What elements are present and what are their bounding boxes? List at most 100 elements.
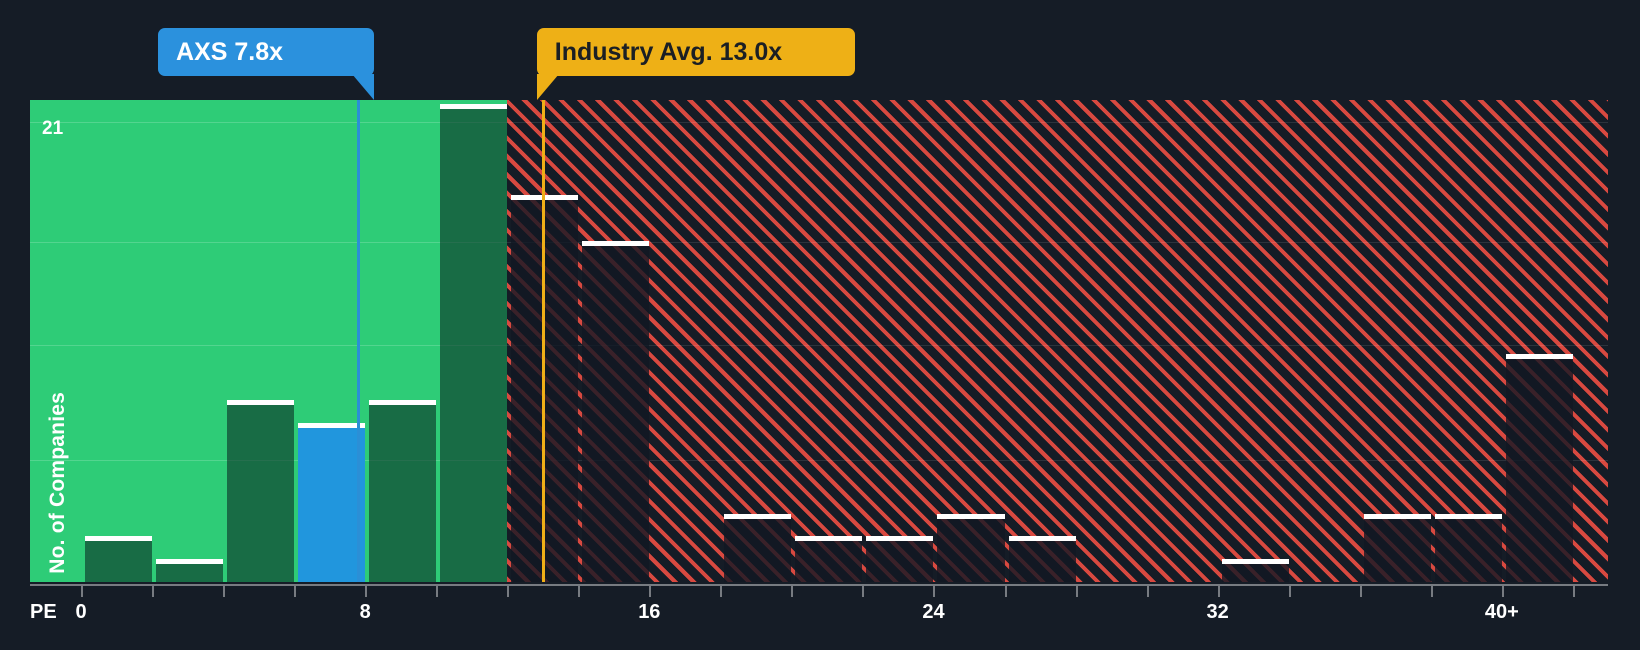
histogram-bar[interactable]: [156, 559, 224, 582]
gridline: [507, 460, 1608, 461]
gridline: [507, 345, 1608, 346]
bar-cap: [85, 536, 153, 541]
bar-cap: [582, 241, 650, 246]
x-axis-tick: [1288, 586, 1291, 597]
x-axis-tick: [720, 586, 723, 597]
gridline: [30, 122, 508, 123]
x-axis-tick: [649, 586, 652, 597]
bar-cap: [866, 536, 934, 541]
histogram-bar[interactable]: [866, 536, 934, 582]
bar-body: [1505, 359, 1573, 582]
x-axis-label: 16: [638, 601, 661, 623]
x-axis-tick: [1075, 586, 1078, 597]
histogram-bar[interactable]: [440, 104, 508, 582]
bar-cap: [1434, 514, 1502, 519]
x-axis-tick: [294, 586, 297, 597]
bar-cap: [1221, 559, 1289, 564]
histogram-bar[interactable]: [85, 536, 153, 582]
overvalued-zone: [507, 100, 1608, 582]
histogram-bar[interactable]: [298, 423, 366, 582]
gridline: [30, 345, 508, 346]
bar-cap: [440, 104, 508, 109]
histogram-bar[interactable]: [582, 241, 650, 582]
bar-body: [937, 519, 1005, 582]
histogram-bar[interactable]: [1505, 354, 1573, 582]
bar-cap: [1505, 354, 1573, 359]
bar-body: [440, 109, 508, 582]
x-axis-tick: [1146, 586, 1149, 597]
bar-body: [369, 405, 437, 582]
x-axis-tick: [933, 586, 936, 597]
histogram-bar[interactable]: [369, 400, 437, 582]
x-axis-tick: [862, 586, 865, 597]
bar-body: [1221, 564, 1289, 582]
histogram-bar[interactable]: [511, 195, 579, 582]
bar-cap: [227, 400, 295, 405]
bar-body: [582, 246, 650, 582]
callout-tail: [352, 74, 375, 100]
bar-body: [85, 541, 153, 582]
gridline: [507, 242, 1608, 243]
x-axis-label: 0: [75, 601, 87, 623]
x-axis-tick: [152, 586, 155, 597]
company-marker-line: [357, 100, 361, 582]
x-axis-prefix-label: PE: [30, 601, 57, 623]
bar-body: [1363, 519, 1431, 582]
bar-body: [156, 564, 224, 582]
bar-body: [511, 200, 579, 582]
bar-body: [866, 541, 934, 582]
bar-cap: [511, 195, 579, 200]
company-callout[interactable]: AXS 7.8x: [158, 28, 375, 100]
x-axis-label: 24: [922, 601, 945, 623]
y-max-label: 21: [42, 118, 64, 139]
x-axis-tick: [1430, 586, 1433, 597]
x-axis-label: 32: [1206, 601, 1229, 623]
bar-cap: [298, 423, 366, 428]
bar-cap: [156, 559, 224, 564]
x-axis-tick: [1501, 586, 1504, 597]
company-callout-label: AXS 7.8x: [176, 38, 284, 66]
bar-body: [1008, 541, 1076, 582]
bar-body: [1434, 519, 1502, 582]
x-axis-tick: [1004, 586, 1007, 597]
x-axis-tick: [223, 586, 226, 597]
bar-cap: [795, 536, 863, 541]
plot-area: [30, 100, 1608, 582]
y-axis-title: No. of Companies: [46, 392, 69, 574]
bar-body: [227, 405, 295, 582]
bar-cap: [724, 514, 792, 519]
bar-cap: [937, 514, 1005, 519]
hatch-pattern: [507, 100, 1608, 582]
bar-cap: [1008, 536, 1076, 541]
bar-cap: [369, 400, 437, 405]
histogram-bar[interactable]: [227, 400, 295, 582]
histogram-bar[interactable]: [1221, 559, 1289, 582]
histogram-bar[interactable]: [1008, 536, 1076, 582]
x-axis-line: [30, 584, 1608, 586]
industry-callout-label: Industry Avg. 13.0x: [554, 38, 783, 66]
industry-callout[interactable]: Industry Avg. 13.0x: [536, 28, 855, 100]
histogram-bar[interactable]: [795, 536, 863, 582]
x-axis-tick: [578, 586, 581, 597]
histogram-bar[interactable]: [724, 514, 792, 582]
histogram-bar[interactable]: [1363, 514, 1431, 582]
industry-marker-line: [541, 100, 545, 582]
x-axis-tick: [507, 586, 510, 597]
gridline: [30, 242, 508, 243]
x-axis-tick: [1359, 586, 1362, 597]
x-axis-tick: [791, 586, 794, 597]
bar-body: [795, 541, 863, 582]
x-axis-tick: [1217, 586, 1220, 597]
histogram-bar[interactable]: [1434, 514, 1502, 582]
bar-body: [724, 519, 792, 582]
x-axis-tick: [436, 586, 439, 597]
bar-cap: [1363, 514, 1431, 519]
x-axis-tick: [81, 586, 83, 597]
callout-tail: [536, 74, 559, 100]
histogram-bar[interactable]: [937, 514, 1005, 582]
bar-body: [298, 428, 366, 582]
x-axis-tick: [1572, 586, 1575, 597]
x-axis-label: 8: [359, 601, 371, 623]
x-axis-tick: [365, 586, 368, 597]
